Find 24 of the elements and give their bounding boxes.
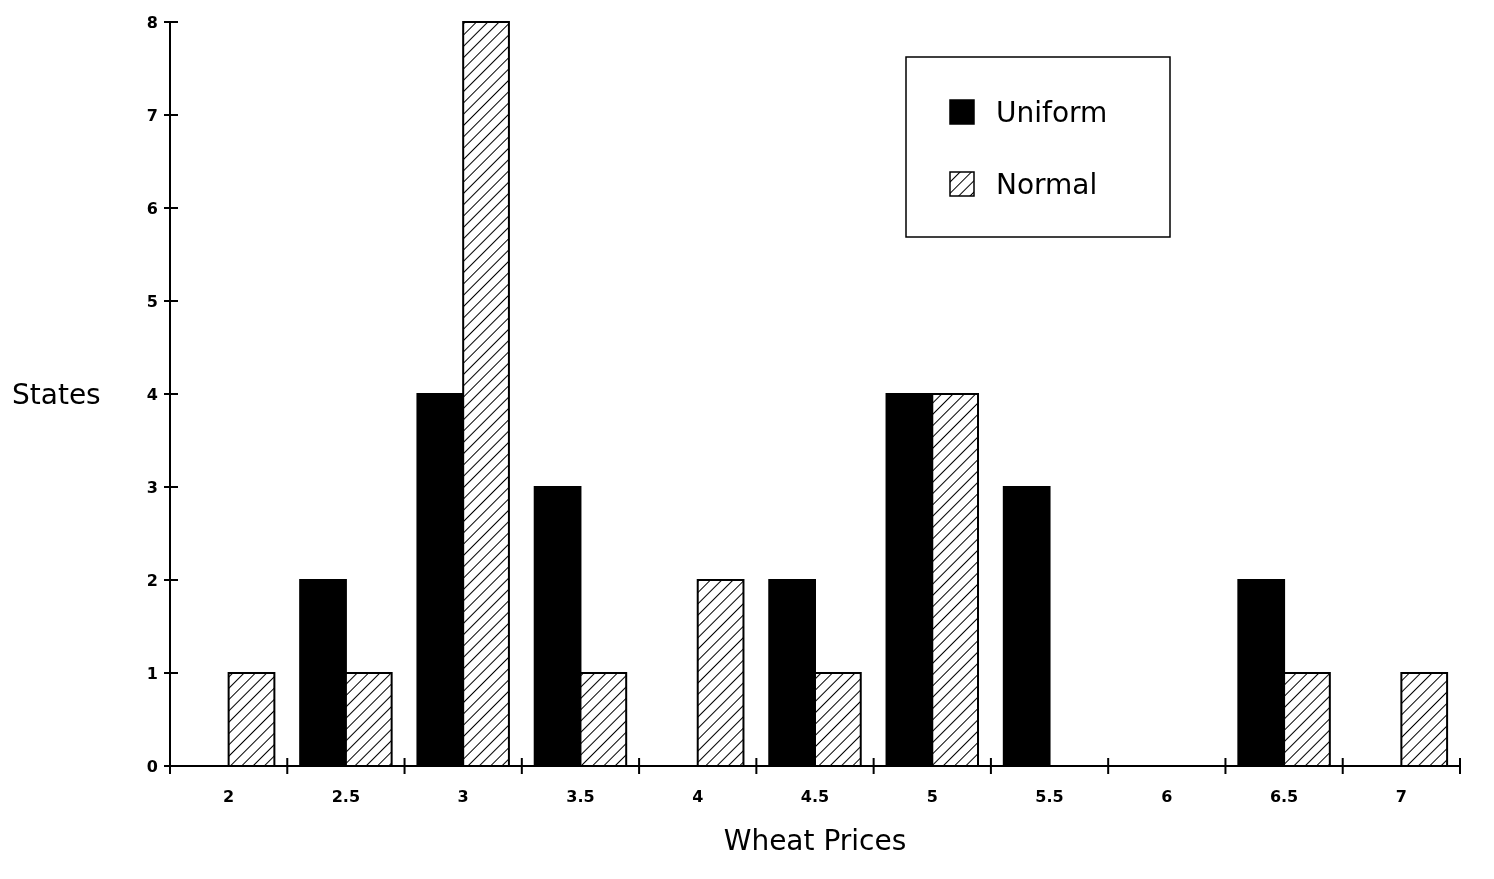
x-tick-label: 5	[926, 787, 938, 806]
y-tick-label: 6	[146, 198, 158, 218]
legend-label: Uniform	[996, 95, 1108, 129]
x-tick-label: 4.5	[800, 787, 830, 806]
x-tick-label: 6.5	[1269, 787, 1299, 806]
x-axis-title: Wheat Prices	[723, 824, 907, 857]
y-tick-label: 3	[146, 477, 158, 497]
y-tick-label: 8	[146, 12, 158, 32]
y-tick-label: 5	[146, 291, 158, 311]
x-tick-label: 3.5	[566, 787, 595, 806]
y-tick-label: 7	[146, 105, 158, 125]
x-tick-label: 3	[457, 787, 469, 806]
x-tick-label: 5.5	[1035, 787, 1064, 806]
x-tick-label: 4	[692, 787, 704, 806]
y-tick-label: 4	[146, 384, 158, 404]
x-tick-label: 2.5	[331, 787, 361, 806]
legend-label: Normal	[996, 167, 1098, 201]
y-tick-label: 0	[146, 756, 158, 776]
y-axis-title: States	[12, 377, 101, 411]
x-tick-label: 7	[1395, 787, 1407, 806]
x-tick-label: 6	[1161, 787, 1173, 806]
y-tick-label: 2	[146, 570, 158, 590]
y-tick-label: 1	[146, 663, 158, 683]
x-tick-label: 2	[223, 787, 235, 806]
